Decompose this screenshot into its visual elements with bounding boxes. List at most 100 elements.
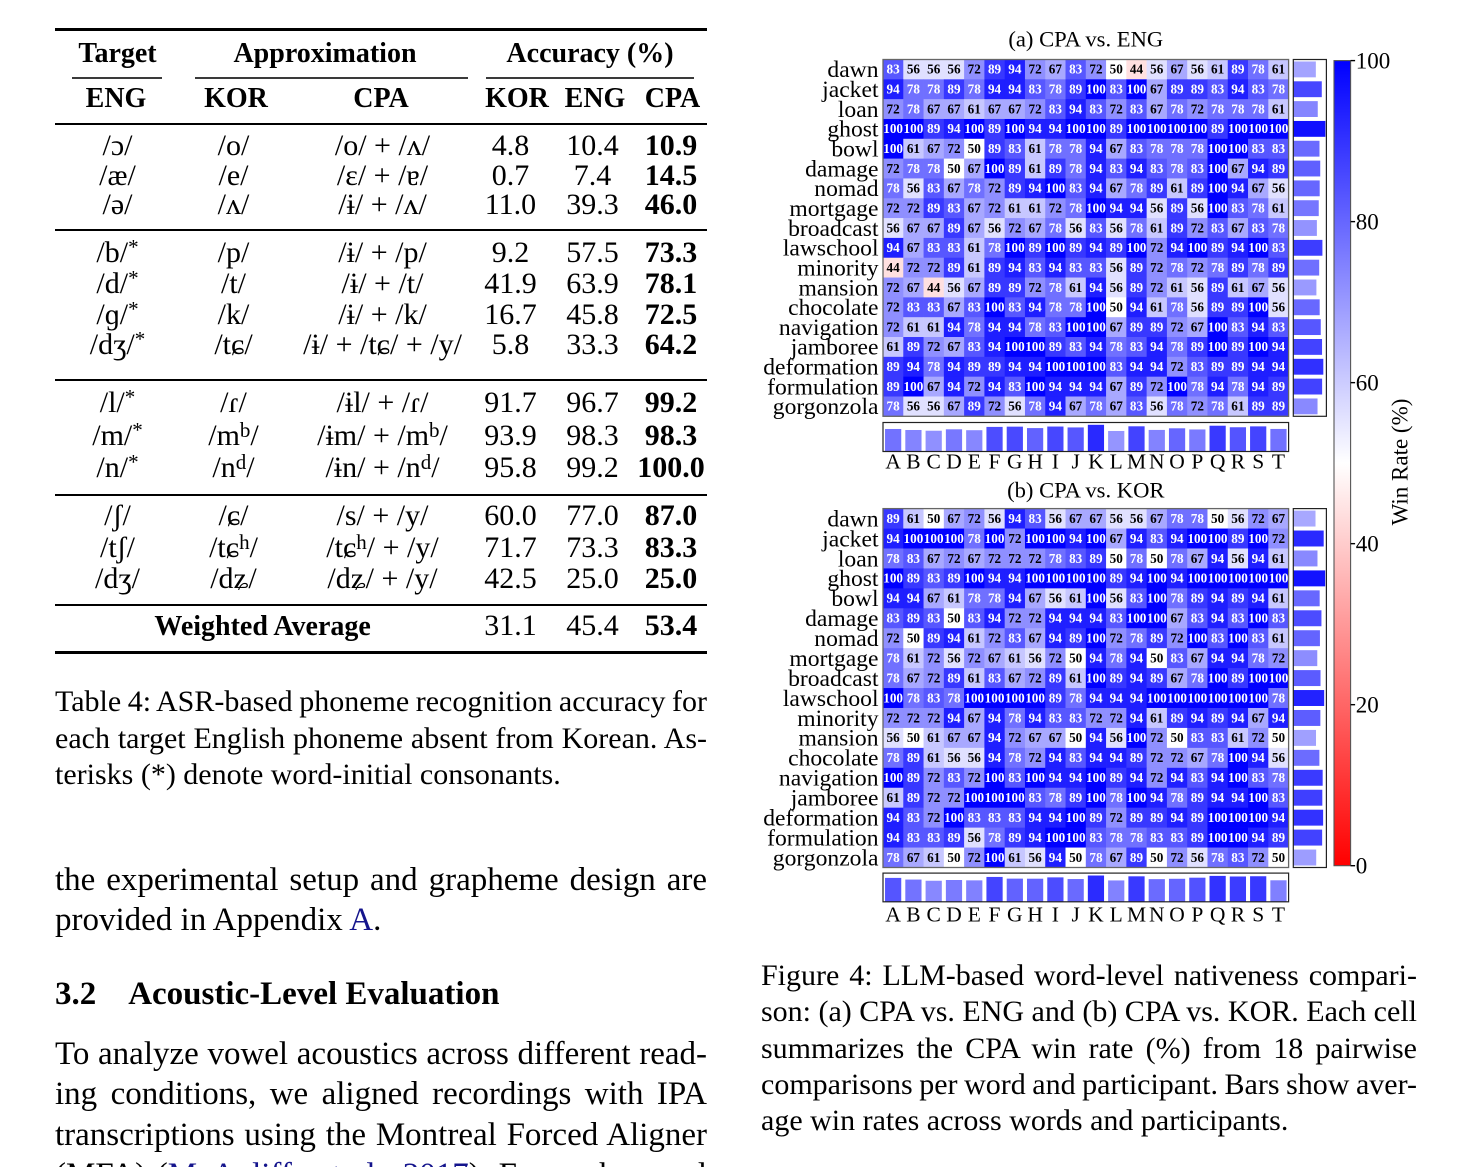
svg-text:100: 100 (985, 161, 1005, 176)
svg-text:nomad: nomad (814, 626, 878, 652)
svg-text:83: 83 (1191, 770, 1205, 785)
svg-text:100: 100 (1228, 571, 1248, 586)
svg-text:100: 100 (1025, 571, 1045, 586)
svg-text:89: 89 (1049, 339, 1063, 354)
svg-text:94: 94 (1191, 710, 1205, 725)
svg-text:61: 61 (1272, 200, 1285, 215)
svg-text:78: 78 (1211, 750, 1225, 765)
svg-text:72: 72 (927, 670, 941, 685)
svg-text:83: 83 (887, 611, 901, 626)
svg-text:67: 67 (1110, 399, 1124, 414)
svg-text:61: 61 (1272, 101, 1285, 116)
svg-text:94: 94 (988, 82, 1002, 97)
svg-text:67: 67 (1069, 511, 1083, 526)
svg-text:83: 83 (1130, 399, 1144, 414)
svg-text:89: 89 (1272, 379, 1286, 394)
svg-text:44: 44 (927, 280, 941, 295)
svg-text:56: 56 (1191, 850, 1205, 865)
svg-text:89: 89 (1191, 591, 1205, 606)
svg-text:94: 94 (1049, 810, 1063, 825)
svg-text:67: 67 (947, 101, 961, 116)
svg-text:100: 100 (1127, 730, 1147, 745)
svg-text:Win Rate (%): Win Rate (%) (1388, 399, 1413, 526)
svg-text:67: 67 (1191, 551, 1205, 566)
svg-text:94: 94 (1272, 810, 1286, 825)
svg-text:56: 56 (927, 62, 941, 77)
svg-text:83: 83 (1110, 359, 1124, 374)
svg-text:72: 72 (988, 631, 1002, 646)
svg-text:78: 78 (927, 161, 941, 176)
svg-text:83: 83 (1191, 611, 1205, 626)
svg-text:72: 72 (968, 511, 982, 526)
svg-text:72: 72 (988, 200, 1002, 215)
svg-text:78: 78 (1069, 141, 1083, 156)
svg-text:72: 72 (887, 280, 901, 295)
svg-text:89: 89 (988, 62, 1002, 77)
svg-text:72: 72 (1150, 240, 1164, 255)
svg-text:89: 89 (1211, 359, 1225, 374)
svg-text:jacket: jacket (821, 526, 879, 552)
svg-text:83: 83 (988, 670, 1002, 685)
svg-text:61: 61 (968, 101, 981, 116)
svg-text:83: 83 (1150, 161, 1164, 176)
svg-text:56: 56 (1191, 280, 1205, 295)
svg-text:89: 89 (1110, 770, 1124, 785)
svg-text:78: 78 (1252, 650, 1266, 665)
svg-text:94: 94 (1231, 82, 1245, 97)
svg-text:89: 89 (1191, 82, 1205, 97)
svg-text:72: 72 (1191, 260, 1205, 275)
svg-text:89: 89 (1211, 710, 1225, 725)
svg-text:83: 83 (1252, 141, 1266, 156)
svg-text:94: 94 (1069, 101, 1083, 116)
svg-text:83: 83 (1029, 790, 1043, 805)
svg-text:78: 78 (1191, 511, 1205, 526)
svg-text:78: 78 (1008, 750, 1022, 765)
svg-text:94: 94 (1130, 710, 1144, 725)
svg-text:loan: loan (838, 546, 879, 572)
svg-text:jamboree: jamboree (790, 335, 879, 361)
svg-text:100: 100 (1147, 690, 1167, 705)
svg-text:83: 83 (1252, 82, 1266, 97)
svg-text:100: 100 (1127, 790, 1147, 805)
svg-text:100: 100 (1086, 359, 1106, 374)
svg-text:72: 72 (1008, 611, 1022, 626)
svg-text:83: 83 (1272, 611, 1286, 626)
svg-text:72: 72 (1008, 551, 1022, 566)
svg-text:83: 83 (1008, 141, 1022, 156)
svg-text:94: 94 (988, 710, 1002, 725)
svg-text:89: 89 (1130, 850, 1144, 865)
svg-text:89: 89 (988, 121, 1002, 136)
svg-text:78: 78 (1130, 181, 1144, 196)
svg-text:61: 61 (907, 319, 920, 334)
svg-text:56: 56 (1191, 300, 1205, 315)
svg-text:gorgonzola: gorgonzola (773, 394, 879, 420)
svg-text:56: 56 (907, 62, 921, 77)
svg-text:94: 94 (1089, 240, 1103, 255)
svg-text:72: 72 (1110, 631, 1124, 646)
svg-text:94: 94 (1110, 750, 1124, 765)
svg-text:67: 67 (927, 220, 941, 235)
svg-text:67: 67 (1191, 650, 1205, 665)
svg-text:broadcast: broadcast (788, 666, 879, 692)
svg-text:94: 94 (1089, 339, 1103, 354)
svg-text:94: 94 (1089, 379, 1103, 394)
svg-text:89: 89 (1272, 161, 1286, 176)
svg-text:E: E (968, 450, 981, 474)
svg-text:72: 72 (1049, 650, 1063, 665)
svg-text:94: 94 (988, 319, 1002, 334)
svg-text:94: 94 (1008, 62, 1022, 77)
svg-text:78: 78 (1049, 82, 1063, 97)
svg-text:78: 78 (1170, 591, 1184, 606)
svg-text:67: 67 (927, 379, 941, 394)
svg-text:78: 78 (887, 181, 901, 196)
svg-text:94: 94 (1008, 511, 1022, 526)
svg-text:72: 72 (1008, 220, 1022, 235)
svg-text:78: 78 (1252, 62, 1266, 77)
svg-text:94: 94 (1049, 750, 1063, 765)
svg-text:94: 94 (1130, 300, 1144, 315)
svg-text:72: 72 (1110, 810, 1124, 825)
svg-text:100: 100 (1208, 141, 1228, 156)
svg-text:94: 94 (1089, 141, 1103, 156)
svg-text:56: 56 (1110, 511, 1124, 526)
svg-text:89: 89 (1150, 631, 1164, 646)
